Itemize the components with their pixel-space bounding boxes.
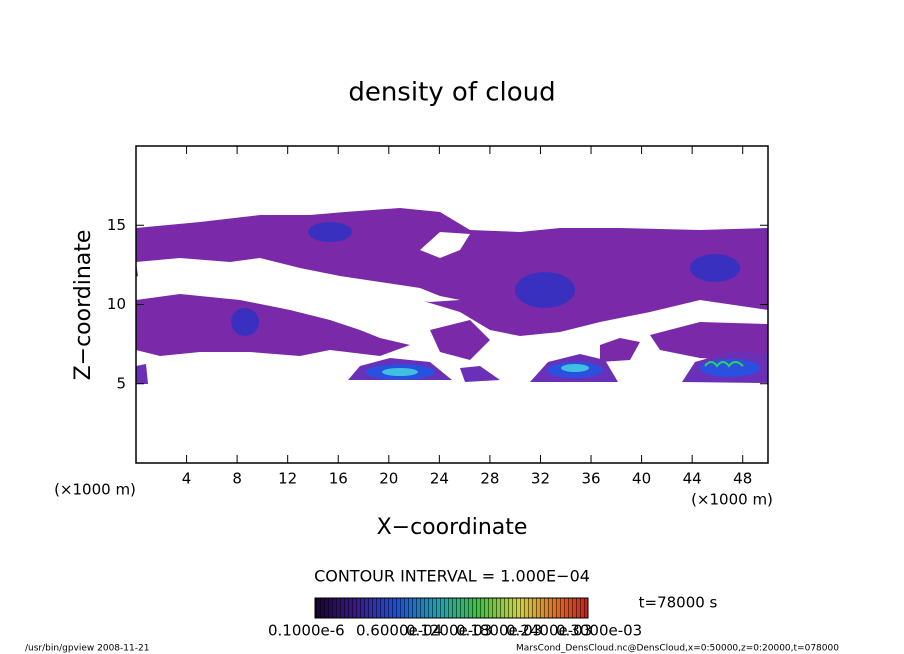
y-axis-label: Z−coordinate [71, 230, 96, 381]
x-tick-label: 4 [182, 470, 192, 488]
x-tick-label: 12 [278, 470, 297, 488]
colorbar-label: 0.3000e-03 [556, 622, 642, 640]
contour-field [136, 208, 768, 384]
x-tick-label: 44 [683, 470, 702, 488]
y-unit: (×1000 m) [54, 481, 136, 499]
colorbar-label: 0.1200e-03 [406, 622, 492, 640]
x-tick-label: 8 [232, 470, 242, 488]
contour-interval: CONTOUR INTERVAL = 1.000E−04 [314, 567, 590, 586]
colorbar-label: 0.1800e-03 [456, 622, 542, 640]
colorbar-label: 0.2400e-03 [506, 622, 592, 640]
footer-right: MarsCond_DensCloud.nc@DensCloud,x=0:5000… [516, 644, 839, 654]
colorbar-label: 0.6000e-04 [356, 622, 442, 640]
x-tick-label: 40 [632, 470, 651, 488]
footer-left: /usr/bin/gpview 2008-11-21 [25, 644, 149, 654]
y-tick-label: 10 [107, 295, 126, 313]
x-tick-label: 36 [581, 470, 600, 488]
colorbar-label: 0.1000e-6 [268, 622, 345, 640]
chart-title: density of cloud [348, 78, 555, 108]
x-tick-label: 24 [430, 470, 449, 488]
colorbar-divisions [315, 598, 588, 618]
x-tick-label: 20 [379, 470, 398, 488]
x-tick-label: 48 [733, 470, 752, 488]
time-label: t=78000 s [639, 594, 718, 612]
x-tick-label: 28 [480, 470, 499, 488]
x-tick-label: 32 [531, 470, 550, 488]
x-tick-label: 16 [329, 470, 348, 488]
y-tick-label: 15 [107, 216, 126, 234]
y-tick-label: 5 [116, 374, 126, 392]
x-unit: (×1000 m) [691, 491, 773, 509]
x-axis-label: X−coordinate [377, 515, 528, 540]
